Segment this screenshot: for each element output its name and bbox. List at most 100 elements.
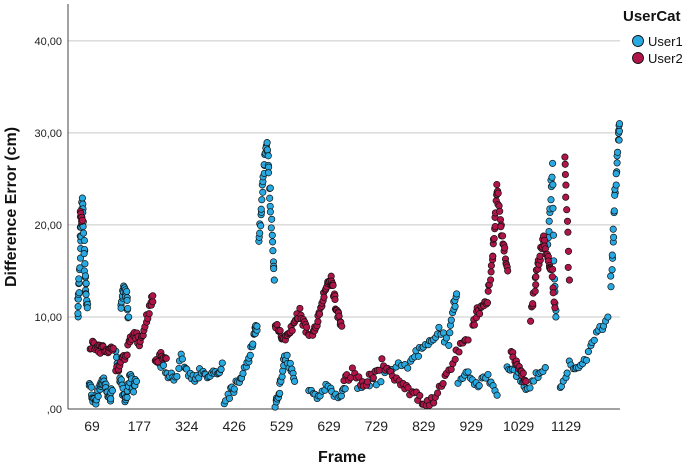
point-user1 (270, 276, 278, 284)
point-user1 (453, 290, 461, 298)
point-user1 (253, 322, 261, 330)
point-user1 (613, 159, 621, 167)
point-user2 (532, 281, 540, 289)
point-user1 (341, 385, 349, 393)
point-user2 (149, 298, 157, 306)
point-user2 (363, 378, 372, 386)
data-points (74, 120, 624, 411)
point-user2 (331, 295, 339, 304)
point-user2 (504, 267, 512, 275)
point-user1 (263, 146, 271, 154)
point-user1 (117, 304, 125, 312)
point-user2 (404, 384, 412, 392)
point-user1 (82, 290, 90, 298)
point-user1 (230, 385, 238, 393)
x-tick-label: 729 (365, 418, 389, 434)
point-user1 (464, 368, 472, 376)
y-tick-label: 10,00 (34, 312, 62, 324)
point-user1 (269, 247, 277, 255)
point-user2 (487, 268, 495, 276)
point-user2 (549, 265, 557, 273)
y-tick-labels: ,00 10,00 20,00 30,00 40,00 (34, 36, 62, 416)
y-axis-title: Difference Error (cm) (3, 127, 20, 287)
legend-marker-user1 (632, 35, 644, 47)
point-user1 (78, 194, 86, 202)
point-user1 (445, 341, 453, 349)
point-user2 (564, 247, 573, 255)
point-user1 (614, 148, 622, 156)
point-user2 (276, 327, 284, 335)
y-tick-label: 20,00 (34, 220, 62, 232)
point-user2 (489, 252, 497, 260)
point-user2 (563, 217, 572, 225)
point-user1 (75, 289, 83, 297)
point-user1 (269, 238, 277, 246)
point-user1 (266, 194, 274, 202)
point-user1 (225, 394, 234, 402)
x-tick-label: 829 (412, 418, 436, 434)
point-user1 (124, 304, 132, 313)
point-user1 (610, 207, 618, 215)
point-user1 (526, 384, 534, 392)
point-user1 (283, 351, 291, 359)
y-tick-label: ,00 (47, 404, 62, 416)
x-axis-title: Frame (318, 449, 366, 464)
point-user1 (615, 120, 624, 128)
point-user1 (612, 170, 620, 178)
point-user2 (78, 216, 87, 224)
point-user1 (173, 372, 181, 381)
point-user1 (549, 204, 557, 212)
point-user1 (87, 383, 95, 391)
point-user2 (548, 273, 556, 281)
point-user1 (377, 378, 385, 386)
point-user1 (123, 393, 131, 401)
point-user2 (561, 153, 569, 161)
point-user2 (123, 351, 131, 359)
point-user2 (484, 287, 492, 295)
x-tick-label: 177 (128, 418, 152, 434)
point-user1 (267, 224, 275, 232)
point-user1 (94, 392, 102, 400)
point-user2 (416, 392, 424, 400)
point-user1 (82, 279, 90, 287)
point-user2 (109, 344, 117, 352)
point-user1 (607, 283, 615, 291)
point-user1 (414, 352, 423, 360)
point-user1 (159, 361, 168, 369)
point-user2 (470, 321, 478, 329)
point-user1 (264, 152, 272, 160)
legend-label-user1: User1 (648, 34, 683, 49)
point-user2 (550, 298, 558, 306)
point-user1 (249, 340, 257, 348)
point-user1 (217, 365, 225, 373)
point-user1 (608, 266, 616, 274)
point-user2 (564, 263, 572, 271)
legend: UserCat User1 User2 (623, 8, 683, 66)
point-user1 (263, 139, 271, 147)
point-user2 (335, 312, 343, 320)
point-user2 (314, 318, 322, 326)
point-user1 (125, 313, 133, 321)
point-user1 (132, 377, 141, 385)
point-user2 (497, 223, 505, 231)
axes (67, 4, 620, 410)
y-tick-label: 30,00 (34, 128, 62, 140)
point-user1 (270, 265, 278, 273)
point-user1 (582, 356, 591, 364)
point-user2 (519, 369, 527, 377)
point-user2 (564, 228, 572, 236)
point-user1 (258, 196, 266, 204)
point-user1 (108, 387, 116, 395)
point-user2 (434, 389, 442, 397)
point-user2 (490, 234, 498, 243)
point-user2 (562, 193, 570, 201)
point-user1 (584, 348, 592, 356)
point-user1 (612, 181, 620, 189)
point-user1 (264, 169, 273, 177)
point-user1 (563, 369, 571, 377)
point-user1 (266, 184, 274, 192)
point-user1 (608, 251, 616, 259)
point-user2 (455, 348, 463, 356)
point-user1 (74, 303, 82, 311)
